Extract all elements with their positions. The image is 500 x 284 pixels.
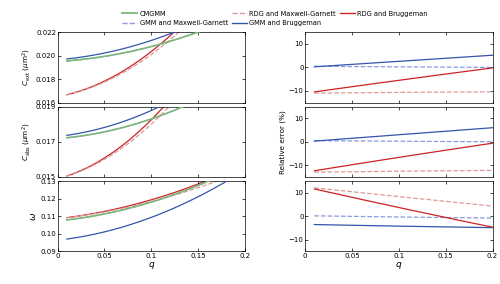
Y-axis label: $C_{\rm ext}$ ($\mu$m$^2$): $C_{\rm ext}$ ($\mu$m$^2$) [21, 49, 33, 86]
Y-axis label: $C_{\rm abs}$ ($\mu$m$^2$): $C_{\rm abs}$ ($\mu$m$^2$) [21, 122, 33, 161]
Y-axis label: $\omega$: $\omega$ [28, 212, 38, 221]
Legend: CMGMM, GMM and Maxwell-Garnett, RDG and Maxwell-Garnett, GMM and Bruggeman, RDG : CMGMM, GMM and Maxwell-Garnett, RDG and … [122, 11, 428, 26]
X-axis label: $q$: $q$ [148, 260, 155, 271]
X-axis label: $q$: $q$ [395, 260, 402, 271]
Y-axis label: Relative error (%): Relative error (%) [280, 110, 286, 174]
